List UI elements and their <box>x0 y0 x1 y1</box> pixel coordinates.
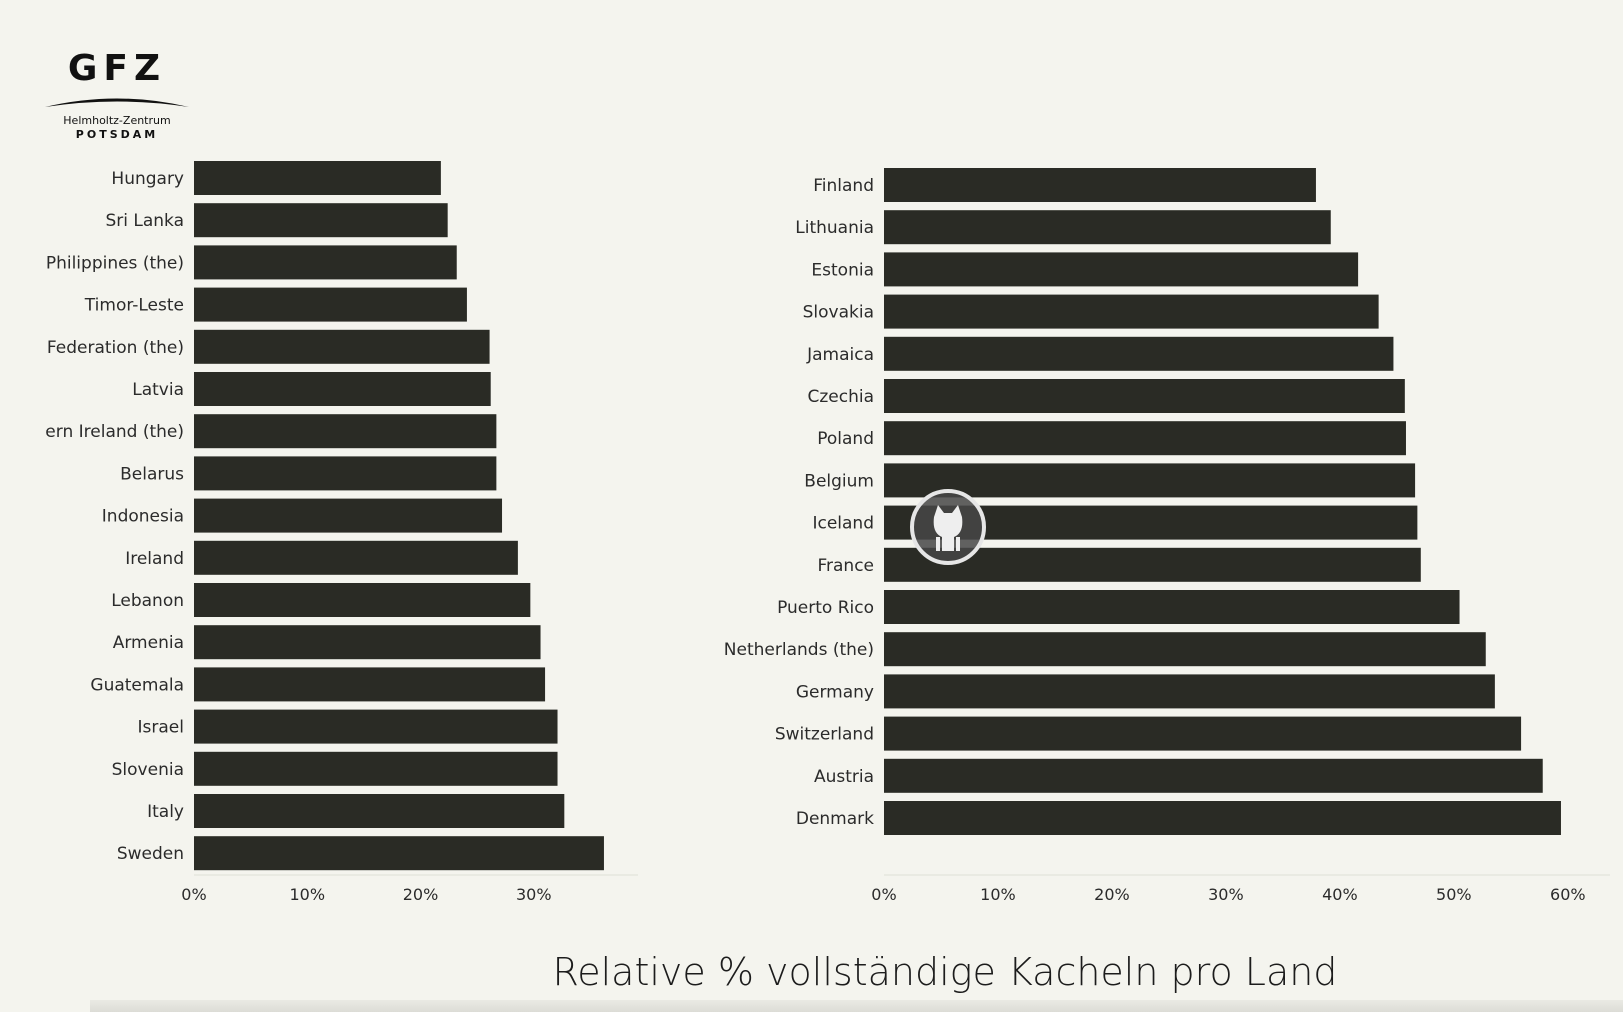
category-label-right-7: Belgium <box>804 471 874 491</box>
tick-label-right-1: 10% <box>980 885 1016 904</box>
gfz-logo: GFZ Helmholtz-Zentrum POTSDAM <box>42 48 192 148</box>
category-label-right-11: Netherlands (the) <box>724 640 874 660</box>
bar-right-7 <box>884 463 1416 498</box>
category-label-right-8: Iceland <box>812 514 874 534</box>
bar-left-16 <box>194 836 604 871</box>
category-label-right-5: Czechia <box>807 387 874 407</box>
bar-left-9 <box>194 540 518 575</box>
category-label-right-13: Switzerland <box>775 725 874 745</box>
category-label-left-10: Lebanon <box>111 591 184 611</box>
bar-right-3 <box>884 294 1379 329</box>
bar-right-6 <box>884 421 1406 456</box>
tick-label-left-3: 30% <box>516 885 552 904</box>
category-label-left-2: Philippines (the) <box>46 253 184 273</box>
bar-left-8 <box>194 498 503 533</box>
bar-right-13 <box>884 716 1522 751</box>
tick-label-left-0: 0% <box>181 885 206 904</box>
bar-left-15 <box>194 794 565 828</box>
category-label-right-15: Denmark <box>796 809 874 829</box>
category-label-left-13: Israel <box>138 718 184 738</box>
cat-icon[interactable] <box>910 489 986 565</box>
bar-right-12 <box>884 674 1495 709</box>
bar-left-13 <box>194 709 558 744</box>
category-label-left-12: Guatemala <box>90 675 184 695</box>
category-label-left-15: Italy <box>147 802 184 822</box>
tick-label-right-3: 30% <box>1208 885 1244 904</box>
bar-right-15 <box>884 801 1561 835</box>
tick-label-right-4: 40% <box>1322 885 1358 904</box>
category-label-right-9: France <box>817 556 874 576</box>
category-label-right-3: Slovakia <box>803 303 874 323</box>
bar-left-14 <box>194 751 558 786</box>
logo-arc-icon <box>45 98 189 107</box>
bar-left-3 <box>194 287 467 322</box>
category-label-left-0: Hungary <box>111 169 184 189</box>
bar-right-0 <box>884 168 1316 202</box>
category-label-left-5: Latvia <box>132 380 184 400</box>
tick-label-left-1: 10% <box>289 885 325 904</box>
bar-left-10 <box>194 583 531 617</box>
bottom-shadow <box>90 1000 1623 1012</box>
category-label-left-16: Sweden <box>117 844 184 864</box>
bar-right-4 <box>884 336 1394 371</box>
bar-left-11 <box>194 625 541 660</box>
chart-title: Relative % vollständige Kacheln pro Land <box>552 950 1338 994</box>
category-label-left-8: Indonesia <box>102 507 184 527</box>
tick-label-right-2: 20% <box>1094 885 1130 904</box>
tick-label-left-2: 20% <box>403 885 439 904</box>
bar-right-11 <box>884 632 1486 667</box>
bar-right-2 <box>884 252 1359 287</box>
bar-left-5 <box>194 372 491 406</box>
bar-left-4 <box>194 329 490 364</box>
bar-left-1 <box>194 203 448 238</box>
category-label-right-10: Puerto Rico <box>777 598 874 618</box>
category-label-left-3: Timor-Leste <box>84 296 184 316</box>
logo-main-text: GFZ <box>67 48 167 89</box>
bar-right-5 <box>884 379 1405 413</box>
bar-right-1 <box>884 210 1331 245</box>
tick-label-right-5: 50% <box>1436 885 1472 904</box>
bar-left-12 <box>194 667 546 702</box>
category-label-left-7: Belarus <box>120 464 184 484</box>
bar-left-7 <box>194 456 497 491</box>
category-label-left-1: Sri Lanka <box>105 211 184 231</box>
tick-label-right-0: 0% <box>871 885 896 904</box>
category-label-right-12: Germany <box>796 682 874 702</box>
category-label-right-0: Finland <box>813 176 874 196</box>
bar-left-0 <box>194 161 441 195</box>
category-label-left-9: Ireland <box>125 549 184 569</box>
category-label-left-14: Slovenia <box>112 760 184 780</box>
category-label-left-4: Russian Federation (the) <box>0 338 184 358</box>
logo-subtitle: Helmholtz-Zentrum <box>63 114 171 127</box>
category-label-right-1: Lithuania <box>795 218 874 238</box>
bar-left-6 <box>194 414 497 449</box>
category-label-right-14: Austria <box>814 767 874 787</box>
category-label-left-6: United Kingdom of Great Britain and Nort… <box>0 422 184 442</box>
category-label-left-11: Armenia <box>113 633 184 653</box>
category-label-right-6: Poland <box>817 429 874 449</box>
bar-right-14 <box>884 758 1543 793</box>
category-label-right-4: Jamaica <box>806 345 874 365</box>
bar-left-2 <box>194 245 457 280</box>
bar-right-10 <box>884 590 1460 624</box>
logo-location: POTSDAM <box>75 128 159 141</box>
tick-label-right-6: 60% <box>1550 885 1586 904</box>
category-label-right-2: Estonia <box>811 260 874 280</box>
